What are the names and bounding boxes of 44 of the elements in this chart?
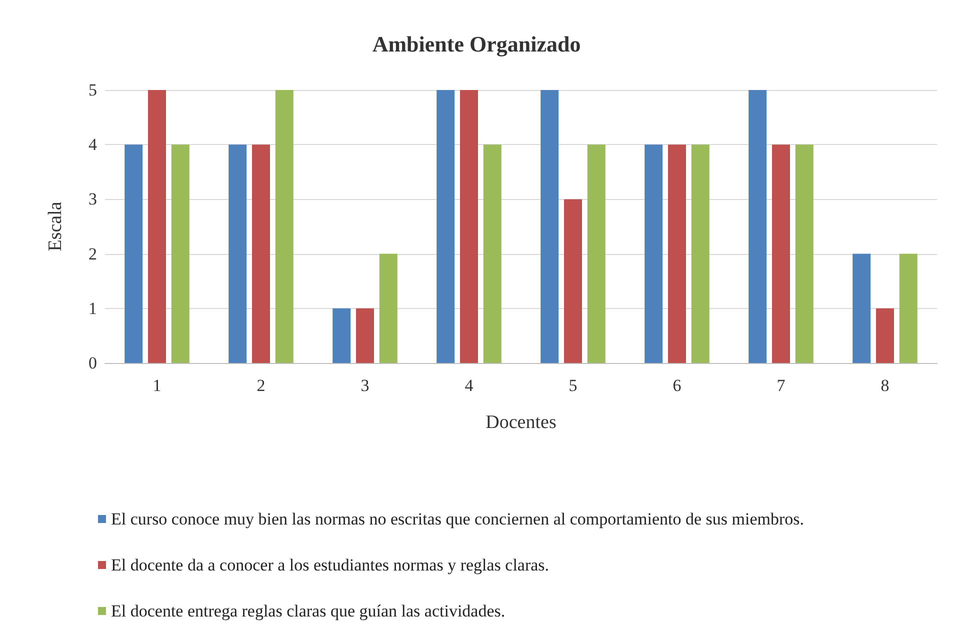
bar — [668, 144, 686, 363]
bar — [252, 144, 270, 363]
y-tick-label: 5 — [88, 80, 97, 100]
legend-label: El docente entrega reglas claras que guían las actividades. — [111, 602, 506, 620]
x-tick-label: 6 — [672, 376, 682, 395]
bar — [587, 144, 606, 363]
x-tick-label: 2 — [256, 376, 266, 395]
bar — [171, 144, 190, 363]
bar — [772, 144, 790, 363]
legend-label: El docente da a conocer a los estudiantes normas y reglas claras. — [111, 556, 550, 574]
chart-title: Ambiente Organizado — [372, 32, 581, 56]
bar — [332, 308, 351, 363]
x-tick-label: 8 — [880, 376, 890, 395]
bar — [275, 90, 294, 363]
bar — [748, 90, 767, 363]
y-tick-label: 1 — [88, 298, 97, 318]
bar — [124, 144, 143, 363]
bar — [795, 144, 814, 363]
y-tick-label: 0 — [88, 354, 97, 372]
x-tick-label: 4 — [464, 376, 474, 395]
legend-label: El curso conoce muy bien las normas no escritas que conciernen al comportamiento de sus miembros. — [111, 510, 804, 528]
bar — [148, 90, 166, 363]
y-axis-title: Escala — [45, 201, 66, 252]
bar — [483, 144, 502, 363]
bar — [644, 144, 663, 363]
bar — [564, 199, 582, 363]
bar — [460, 90, 478, 363]
bar — [228, 144, 247, 363]
bar — [379, 254, 398, 363]
bar — [356, 308, 374, 363]
bar — [436, 90, 455, 363]
y-tick-label: 3 — [88, 190, 97, 209]
bar — [852, 254, 871, 363]
bar — [899, 254, 918, 363]
x-tick-label: 1 — [152, 376, 162, 395]
bar — [691, 144, 710, 363]
y-tick-label: 4 — [88, 135, 98, 154]
x-tick-label: 7 — [776, 376, 786, 395]
x-tick-label: 5 — [568, 376, 578, 395]
bar — [876, 308, 894, 363]
bar — [540, 90, 559, 363]
y-tick-label: 2 — [88, 244, 97, 264]
x-tick-label: 3 — [360, 376, 370, 395]
x-axis-title: Docentes — [486, 412, 556, 433]
